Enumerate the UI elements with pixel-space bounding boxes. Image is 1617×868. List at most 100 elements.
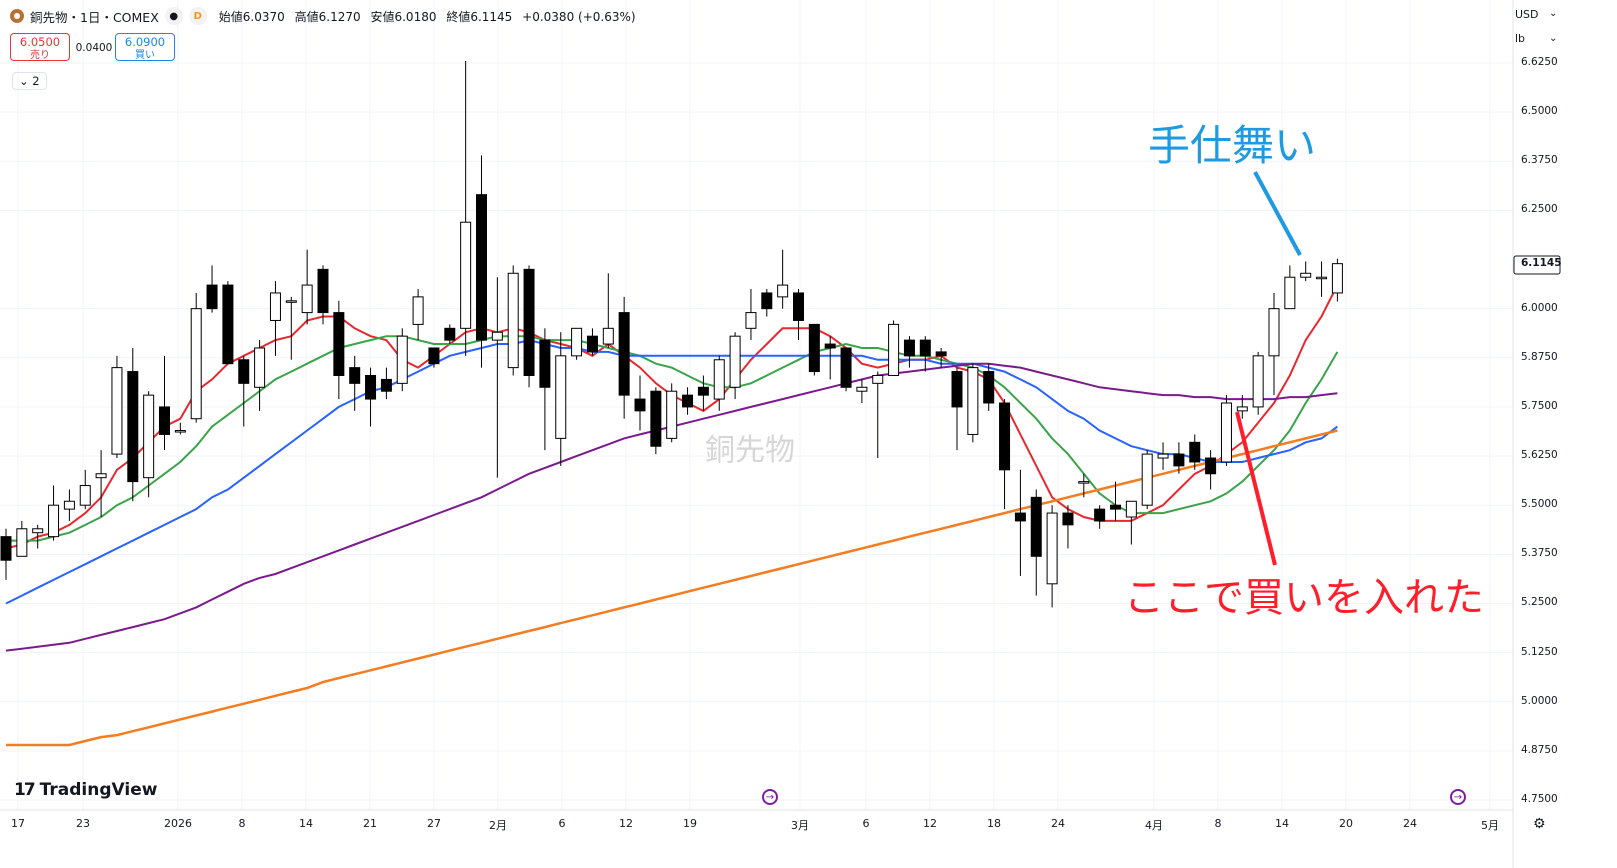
price-tick-label: 6.3750	[1521, 154, 1558, 167]
buy-button[interactable]: 6.0900 買い	[115, 33, 175, 61]
gear-icon[interactable]: ⚙	[1533, 816, 1546, 832]
time-tick-label: 14	[299, 817, 313, 830]
candle	[460, 61, 472, 356]
candle-body	[634, 398, 646, 412]
candle	[1014, 469, 1026, 576]
candlestick-series	[0, 61, 1343, 608]
change-value: +0.0380 (+0.63%)	[522, 9, 636, 24]
high-value: 6.1270	[318, 9, 361, 24]
scroll-to-event-icon[interactable]: →	[1450, 789, 1466, 805]
candle	[317, 265, 329, 325]
close-value: 6.1145	[470, 9, 513, 24]
tradingview-logo[interactable]: 17 TradingView	[14, 780, 157, 800]
candle-body	[682, 394, 694, 408]
candle-body	[1300, 272, 1312, 278]
symbol-title[interactable]: 銅先物・1日・COMEX	[30, 9, 159, 25]
candle-body	[1110, 504, 1121, 510]
price-tick-label: 6.2500	[1521, 203, 1558, 216]
candle	[1173, 442, 1185, 474]
candle-body	[174, 430, 186, 433]
candle-body	[650, 390, 662, 447]
candle	[1062, 505, 1074, 549]
price-tick-label: 5.5000	[1521, 498, 1558, 511]
candle-body	[793, 292, 804, 321]
candle	[650, 387, 662, 455]
price-tick-label: 6.6250	[1521, 56, 1558, 68]
chevron-down-icon[interactable]: ⌄	[1549, 33, 1558, 44]
candle	[1284, 265, 1296, 310]
candle-body	[476, 194, 487, 341]
candle-body	[666, 390, 678, 439]
sell-button[interactable]: 6.0500 売り	[10, 33, 70, 61]
candle	[16, 520, 28, 557]
candle	[872, 371, 884, 459]
open-label: 始値	[218, 9, 243, 24]
candle	[206, 265, 218, 313]
candle-body	[713, 359, 725, 400]
copper-icon	[10, 9, 24, 23]
candle-body	[1078, 481, 1090, 484]
candle-body	[729, 335, 741, 388]
scroll-to-event-icon[interactable]: →	[762, 789, 778, 805]
candle	[1300, 261, 1312, 282]
candle	[983, 363, 995, 411]
time-tick-label: 8	[238, 817, 246, 830]
candle-body	[95, 473, 107, 479]
time-tick-label: 12	[923, 817, 937, 830]
candle-body	[903, 339, 915, 357]
candle-body	[460, 221, 472, 329]
candle-body	[285, 300, 297, 303]
candle	[222, 281, 234, 365]
candle-body	[697, 386, 709, 396]
price-tick-label: 5.3750	[1521, 547, 1558, 560]
candle	[301, 249, 313, 325]
candle	[539, 328, 551, 451]
candle	[840, 347, 852, 392]
candle-body	[1316, 276, 1328, 280]
candle	[856, 379, 868, 404]
candle-body	[1173, 453, 1185, 467]
candle	[1189, 434, 1201, 470]
currency-selector[interactable]: USD	[1515, 8, 1539, 21]
price-tick-label: 5.0000	[1521, 694, 1558, 707]
candle	[238, 355, 250, 427]
indicators-toggle[interactable]: ⌄ 2	[12, 72, 47, 90]
unit-selector[interactable]: lb	[1515, 32, 1526, 45]
candle	[143, 391, 155, 498]
candle-body	[143, 394, 155, 479]
candle	[79, 469, 91, 510]
candle-body	[349, 367, 361, 384]
candle-body	[333, 312, 345, 376]
candle-body	[127, 371, 139, 483]
candle-body	[0, 536, 12, 561]
candle	[111, 355, 123, 459]
candle-body	[999, 402, 1011, 471]
candle	[507, 265, 519, 376]
candle	[1078, 473, 1090, 498]
candle	[761, 289, 773, 317]
buy-label: 買い	[135, 50, 155, 61]
delay-badge[interactable]: D	[188, 7, 207, 25]
candle	[1316, 261, 1328, 297]
candle	[713, 355, 725, 411]
candle	[777, 249, 789, 309]
candle	[1236, 395, 1248, 419]
candle-body	[1030, 496, 1042, 557]
candle	[1030, 489, 1042, 596]
watermark: 銅先物	[705, 433, 795, 468]
candle	[666, 383, 678, 443]
candle-body	[967, 367, 979, 435]
candle-body	[523, 268, 535, 376]
price-tick-label: 5.1250	[1521, 645, 1558, 658]
candle-body	[935, 351, 947, 357]
chevron-down-icon[interactable]: ⌄	[1549, 8, 1558, 19]
candle	[48, 485, 60, 541]
candle-body	[1141, 453, 1153, 506]
candle	[793, 289, 804, 341]
candle-body	[79, 485, 91, 506]
time-tick-label: 24	[1403, 817, 1417, 830]
candle-body	[507, 272, 519, 369]
candle	[586, 328, 598, 356]
candle	[682, 387, 694, 415]
